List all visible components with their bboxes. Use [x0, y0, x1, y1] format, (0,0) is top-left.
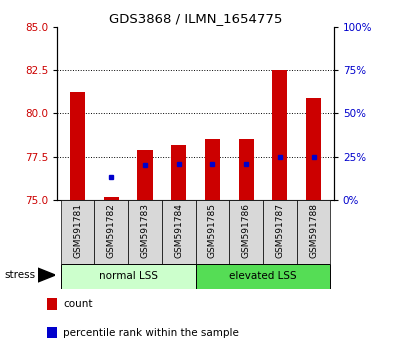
- Text: percentile rank within the sample: percentile rank within the sample: [63, 328, 239, 338]
- Text: elevated LSS: elevated LSS: [229, 271, 297, 281]
- Bar: [103, 196, 119, 200]
- Text: GSM591782: GSM591782: [107, 203, 116, 258]
- Text: GSM591783: GSM591783: [141, 203, 149, 258]
- Bar: [239, 139, 254, 200]
- Bar: [229, 200, 263, 264]
- Text: GSM591785: GSM591785: [208, 203, 217, 258]
- Bar: [263, 200, 297, 264]
- Polygon shape: [38, 268, 55, 282]
- Bar: [61, 200, 94, 264]
- Text: GSM591784: GSM591784: [174, 203, 183, 258]
- Text: GSM591786: GSM591786: [242, 203, 250, 258]
- Bar: [306, 98, 321, 200]
- Text: normal LSS: normal LSS: [99, 271, 158, 281]
- Bar: [162, 200, 196, 264]
- Bar: [272, 70, 288, 200]
- Text: GSM591781: GSM591781: [73, 203, 82, 258]
- Bar: [128, 200, 162, 264]
- Bar: [205, 139, 220, 200]
- Bar: [196, 200, 229, 264]
- Text: stress: stress: [4, 270, 35, 280]
- Bar: [297, 200, 330, 264]
- Text: GSM591788: GSM591788: [309, 203, 318, 258]
- Text: GSM591787: GSM591787: [275, 203, 284, 258]
- Bar: [61, 264, 196, 289]
- Bar: [137, 150, 152, 200]
- Text: count: count: [63, 299, 93, 309]
- Bar: [94, 200, 128, 264]
- Bar: [196, 264, 330, 289]
- Title: GDS3868 / ILMN_1654775: GDS3868 / ILMN_1654775: [109, 12, 282, 25]
- Bar: [70, 92, 85, 200]
- Bar: [171, 144, 186, 200]
